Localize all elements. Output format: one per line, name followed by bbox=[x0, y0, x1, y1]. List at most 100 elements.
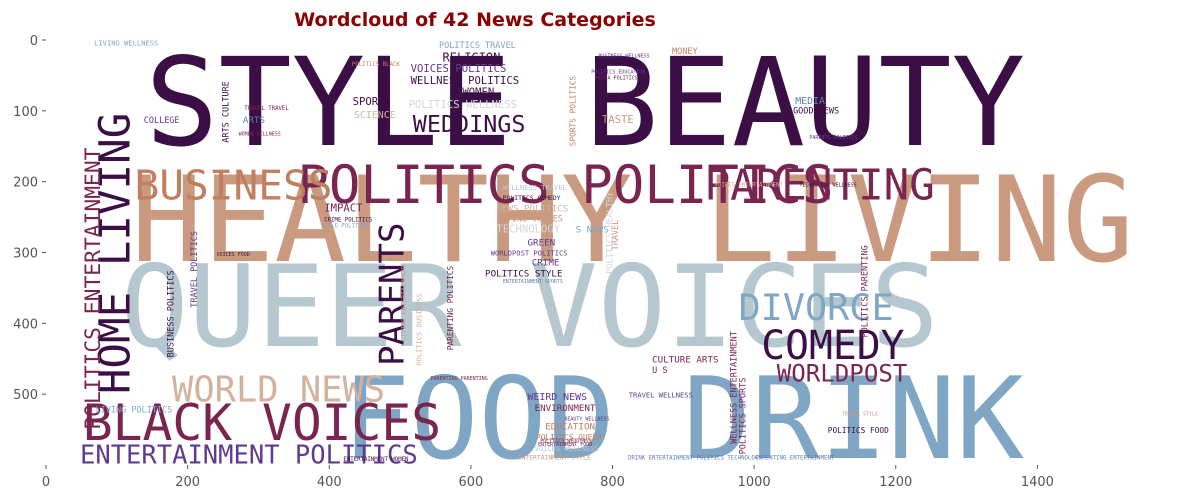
word-35: TECHNOLOGY bbox=[496, 224, 560, 236]
word-71: STYLE POLITICS bbox=[321, 224, 370, 230]
word-73: BUSINESS WELLNESS bbox=[598, 54, 649, 60]
y-tick-label-2: 200 bbox=[13, 176, 38, 191]
word-68: TRAVEL TRAVEL bbox=[244, 106, 289, 112]
word-47: POLITICS FOOD bbox=[828, 426, 889, 435]
word-43: WEIRD NEWS bbox=[528, 392, 588, 403]
word-27: TASTE bbox=[602, 114, 634, 126]
word-41: CULTURE ARTS bbox=[652, 354, 718, 365]
word-83: LIVING ENTERTAINMENT bbox=[400, 264, 408, 341]
word-15: POLITICS ENTERTAINMENT bbox=[81, 147, 106, 429]
x-tick-label-0: 0 bbox=[42, 475, 50, 490]
word-74: POLITICS EDUCATION bbox=[591, 69, 645, 75]
word-64: DRINK ENTERTAINMENT POLITICS TECHNOLOGY bbox=[628, 455, 762, 461]
x-axis: 0 200 400 600 800 1000 1200 1400 bbox=[42, 465, 1054, 490]
word-12: WORLDPOST bbox=[777, 359, 908, 387]
word-66: ENTERTAINMENT WOMEN bbox=[343, 457, 409, 463]
word-9: WORLD NEWS bbox=[172, 369, 385, 410]
word-67: POLITICS BLACK bbox=[352, 62, 401, 68]
x-tick-label-1: 200 bbox=[175, 475, 200, 490]
word-13: WEDDINGS bbox=[413, 110, 526, 138]
word-49: LIVING WELLNESS bbox=[94, 39, 158, 48]
word-65: PARENTING ENTERTAINMENT bbox=[756, 455, 835, 461]
word-85: VOICES ENTERTAINMENT bbox=[714, 183, 783, 189]
word-2: QUEER VOICES bbox=[120, 241, 939, 373]
word-48: LIVING POLITICS bbox=[96, 406, 173, 416]
word-61: TRAVEL WELLNESS bbox=[629, 391, 693, 400]
word-33: NEWS POLITICS bbox=[496, 203, 568, 214]
word-11: COMEDY bbox=[761, 323, 904, 369]
word-6: PARENTING bbox=[705, 161, 935, 210]
word-7: BLACK VOICES bbox=[83, 394, 441, 452]
word-56: TRAVEL bbox=[611, 220, 621, 251]
word-42: U S bbox=[652, 366, 667, 376]
word-59: ENTERTAINMENT STYLE bbox=[518, 453, 591, 461]
word-10: DIVORCE bbox=[739, 286, 894, 329]
word-1: HEALTHY LIVING bbox=[131, 152, 1134, 290]
word-40: S NEWS bbox=[576, 225, 609, 236]
word-29: COLLEGE bbox=[144, 116, 180, 126]
word-70: VOICES FOOD bbox=[217, 252, 250, 258]
word-77: PARENTS POLITICS bbox=[809, 135, 857, 141]
word-23: POLITICS WELLNESS bbox=[409, 99, 517, 111]
word-30: ARTS bbox=[243, 115, 265, 126]
word-84: POLITICS BUSINESS bbox=[414, 293, 423, 366]
word-5: BUSINESS bbox=[135, 161, 333, 209]
word-0: STYLE BEAUTY bbox=[145, 32, 1025, 174]
word-86: TRAVEL STYLE bbox=[842, 411, 878, 417]
word-21: WOMEN bbox=[462, 86, 494, 98]
word-50: TRAVEL POLITICS bbox=[190, 231, 200, 308]
word-63: POLITICS COMEDY bbox=[503, 194, 561, 202]
word-60: VOICES WELLNESS bbox=[535, 444, 599, 453]
y-tick-label-0: 0 bbox=[30, 34, 38, 49]
word-79: BEAUTY WELLNESS bbox=[564, 416, 609, 422]
y-tick-label-5: 500 bbox=[13, 388, 38, 403]
word-25: MEDIA bbox=[795, 96, 825, 107]
word-3: FOOD DRINK bbox=[342, 353, 1024, 485]
word-58: PARENTING POLITICS bbox=[446, 265, 455, 350]
word-31: ARTS CULTURE bbox=[222, 81, 232, 142]
word-24: SCIENCE bbox=[354, 110, 396, 121]
word-18: POLITICS TRAVEL bbox=[439, 41, 516, 51]
word-8: ENTERTAINMENT POLITICS bbox=[80, 441, 418, 471]
x-tick-label-2: 400 bbox=[317, 475, 342, 490]
word-4: POLITICS POLITICS bbox=[297, 155, 833, 216]
word-37: WORLDPOST POLITICS bbox=[491, 248, 568, 257]
x-tick-label-7: 1400 bbox=[1021, 475, 1054, 490]
word-75: MEDIA POLITICS bbox=[596, 76, 638, 82]
y-tick-label-1: 100 bbox=[13, 105, 38, 120]
word-19: VOICES POLITICS bbox=[411, 63, 507, 75]
word-34: LATINO VOICES bbox=[496, 214, 563, 224]
word-44: ENVIRONMENT bbox=[535, 403, 596, 414]
word-53: POLITICS PARENTING bbox=[860, 245, 870, 337]
word-17: RELIGION bbox=[443, 50, 501, 64]
word-39: POLITICS STYLE bbox=[485, 269, 562, 280]
x-tick-label-6: 1200 bbox=[879, 475, 912, 490]
word-52: WELLNESS ENTERTAINMENT bbox=[729, 331, 739, 444]
word-14: HOME LIVING bbox=[92, 113, 141, 394]
word-32: IMPACT bbox=[324, 202, 363, 214]
chart-title: Wordcloud of 42 News Categories bbox=[294, 9, 656, 31]
y-axis: 0 100 200 300 400 500 bbox=[13, 34, 46, 403]
y-tick-label-3: 300 bbox=[13, 247, 38, 262]
word-16: PARENTS bbox=[373, 223, 413, 366]
word-55: SPORTS POLITICS bbox=[569, 76, 578, 147]
x-tick-label-5: 1000 bbox=[738, 475, 771, 490]
word-45: EDUCATION bbox=[545, 422, 595, 433]
word-51: BUSINESS POLITICS bbox=[166, 270, 176, 357]
plot-area bbox=[46, 40, 1179, 465]
word-46: POLITICS QUEER bbox=[536, 433, 602, 442]
word-26: GOOD NEWS bbox=[793, 107, 839, 117]
word-20: WELLNESS POLITICS bbox=[411, 75, 519, 87]
x-tick-label-4: 800 bbox=[600, 475, 625, 490]
word-38: CRIME bbox=[532, 257, 560, 268]
word-57: POLITICS HEALTHY bbox=[606, 192, 616, 274]
word-69: WOMEN WELLNESS bbox=[239, 132, 281, 138]
word-82: ENTERTAINMENT SPORTS bbox=[503, 279, 563, 285]
word-54: POLITICS SPORTS bbox=[739, 378, 749, 455]
word-72: CRIME POLITICS bbox=[324, 217, 373, 223]
y-tick-label-4: 400 bbox=[13, 317, 38, 332]
word-62: WELLNESS TRAVEL bbox=[503, 183, 567, 192]
word-76: TECHNOLOGY WELLNESS bbox=[799, 183, 856, 189]
